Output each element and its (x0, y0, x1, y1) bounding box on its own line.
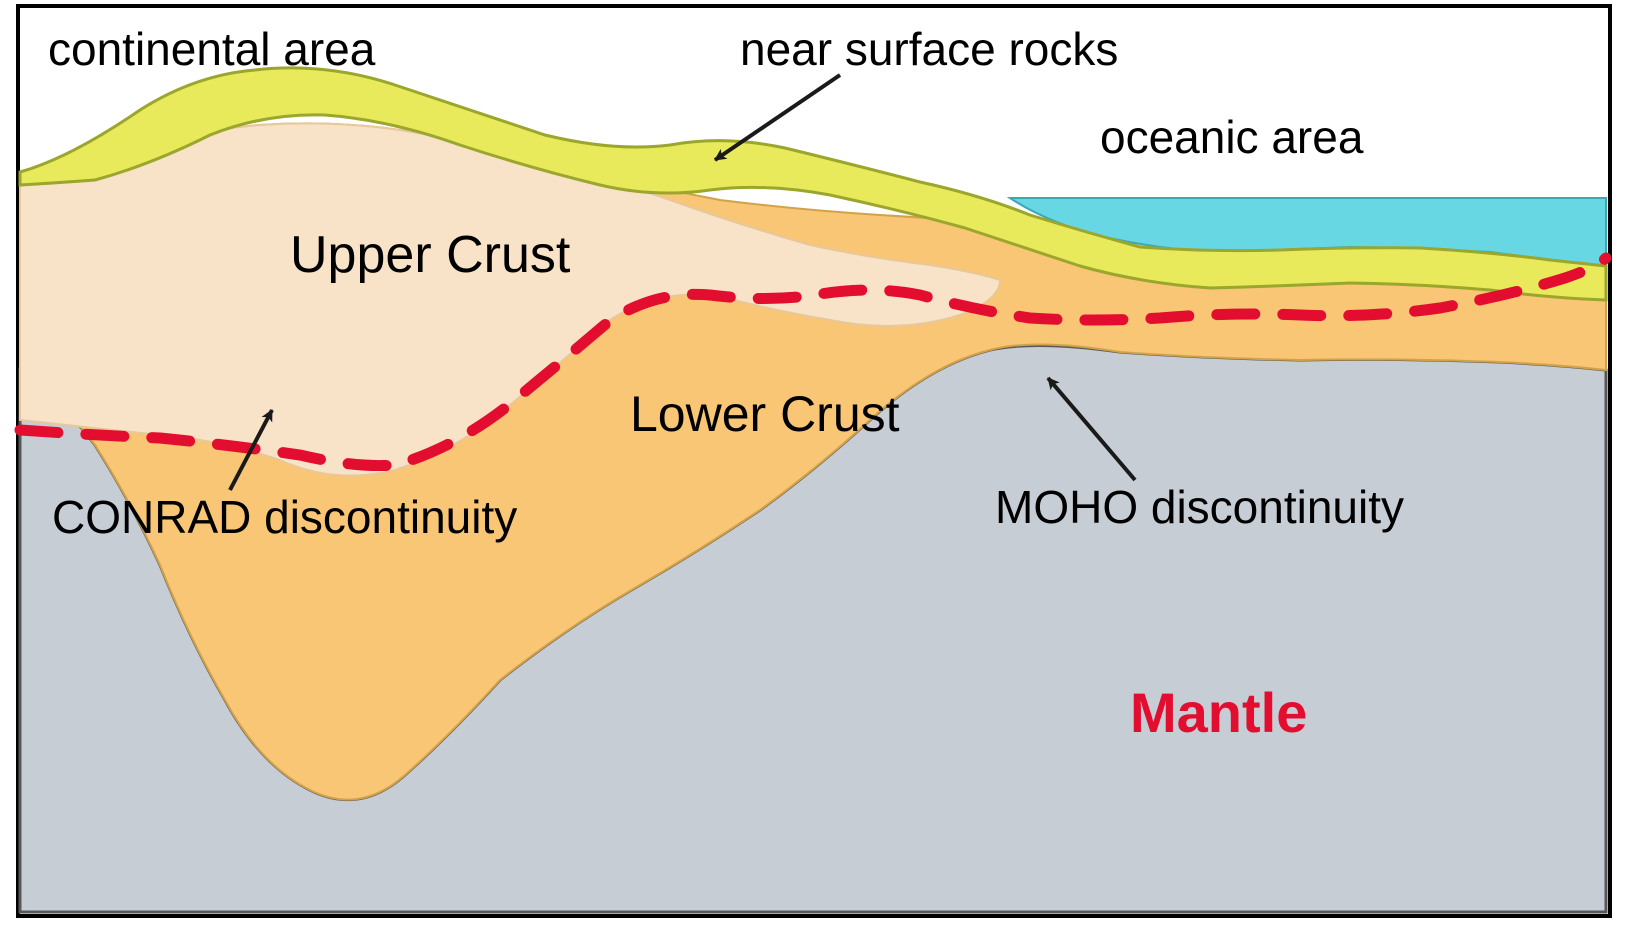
near-surface-rocks-label: near surface rocks (740, 22, 1118, 76)
earth-crust-diagram: continental area near surface rocks ocea… (0, 0, 1628, 926)
conrad-discontinuity-label: CONRAD discontinuity (52, 490, 517, 544)
upper-crust-label: Upper Crust (290, 225, 570, 285)
diagram-svg (0, 0, 1628, 926)
lower-crust-label: Lower Crust (630, 385, 900, 443)
oceanic-area-label: oceanic area (1100, 110, 1363, 164)
mantle-label: Mantle (1130, 680, 1307, 745)
continental-area-label: continental area (48, 22, 375, 76)
moho-discontinuity-label: MOHO discontinuity (995, 480, 1404, 534)
